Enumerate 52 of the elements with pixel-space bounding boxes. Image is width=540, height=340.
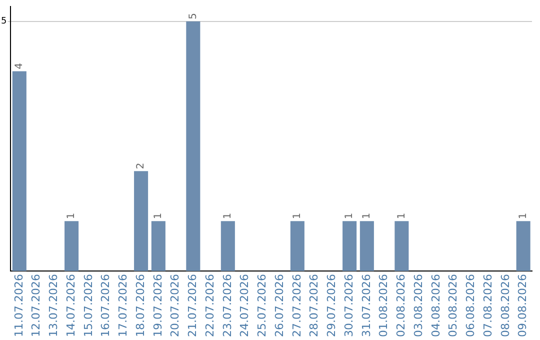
data-label: 1 — [66, 212, 78, 220]
x-tick-label: 18.07.2026 — [134, 274, 147, 338]
x-tick-label: 14.07.2026 — [64, 274, 78, 338]
bar — [64, 221, 79, 272]
data-label: 1 — [344, 212, 356, 220]
x-tick-label: 12.07.2026 — [30, 274, 43, 338]
data-label: 1 — [292, 212, 304, 220]
x-tick-label: 02.08.2026 — [394, 274, 408, 338]
bar — [186, 21, 200, 272]
x-tick-label: 05.08.2026 — [446, 274, 460, 338]
data-label: 1 — [518, 212, 529, 220]
bar — [516, 221, 530, 272]
x-tick-label: 04.08.2026 — [429, 274, 442, 338]
x-tick-label: 20.07.2026 — [168, 274, 182, 338]
x-tick-label: 09.08.2026 — [516, 274, 530, 338]
x-tick-label: 29.07.2026 — [325, 274, 338, 338]
x-tick-label: 03.08.2026 — [412, 274, 425, 338]
x-tick-label: 11.07.2026 — [12, 274, 26, 338]
bar — [151, 221, 166, 272]
x-tick-label: 08.08.2026 — [498, 274, 512, 338]
x-tick-label: 28.07.2026 — [308, 274, 321, 338]
bar — [12, 71, 26, 272]
x-tick-label: 21.07.2026 — [186, 274, 200, 338]
x-tick-label: 13.07.2026 — [47, 274, 60, 338]
data-label: 1 — [362, 212, 373, 220]
x-tick-label: 07.08.2026 — [481, 274, 494, 338]
x-tick-label: 15.07.2026 — [82, 274, 95, 338]
x-tick-label: 01.08.2026 — [377, 274, 390, 338]
bar — [290, 221, 304, 272]
data-label: 1 — [222, 212, 234, 220]
x-tick-label: 06.08.2026 — [464, 274, 478, 338]
x-tick-label: 26.07.2026 — [272, 274, 286, 338]
x-tick-label: 17.07.2026 — [116, 274, 130, 338]
x-tick-label: 19.07.2026 — [151, 274, 164, 338]
bar — [394, 221, 409, 272]
x-tick-label: 23.07.2026 — [220, 274, 234, 338]
x-tick-label: 22.07.2026 — [203, 274, 216, 338]
data-label: 5 — [188, 13, 199, 20]
data-label: 1 — [153, 212, 164, 220]
bar — [360, 221, 374, 272]
x-tick-label: 16.07.2026 — [99, 274, 112, 338]
bar — [220, 221, 235, 272]
data-label: 2 — [136, 162, 147, 170]
x-tick-label: 24.07.2026 — [238, 274, 252, 338]
x-tick-label: 27.07.2026 — [290, 274, 304, 338]
x-tick-label: 31.07.2026 — [360, 274, 373, 338]
data-label: 4 — [14, 62, 26, 70]
x-tick-label: 25.07.2026 — [256, 274, 269, 338]
x-tick-label: 30.07.2026 — [342, 274, 356, 338]
data-label: 1 — [396, 212, 408, 220]
bar — [134, 171, 148, 272]
bar — [342, 221, 357, 272]
